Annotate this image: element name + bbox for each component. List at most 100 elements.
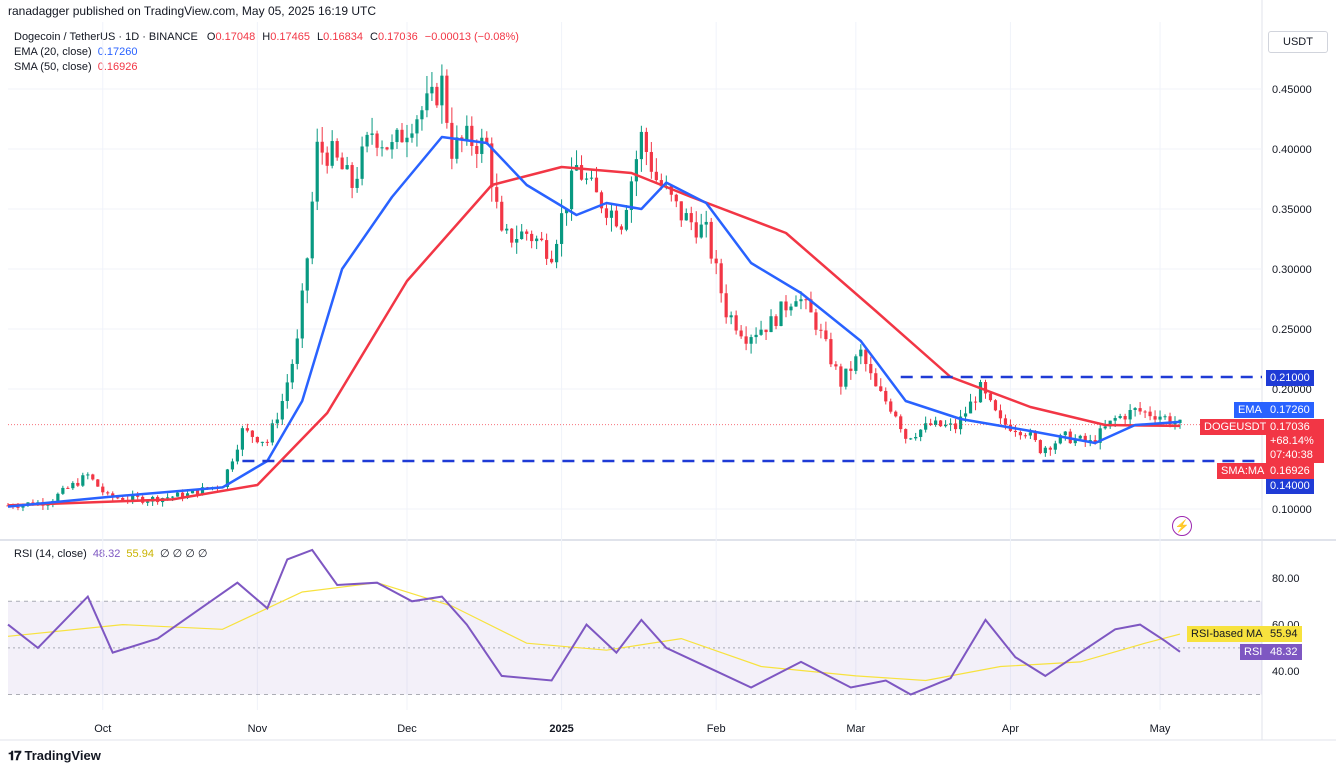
candle-body: [1078, 435, 1082, 439]
tradingview-logo[interactable]: 𝟏𝟕 TradingView: [8, 748, 101, 764]
candle-body: [719, 263, 723, 294]
candle-body: [455, 137, 459, 159]
candle-body: [854, 356, 858, 371]
candle-body: [400, 129, 404, 143]
candle-body: [195, 490, 200, 495]
candle-body: [310, 201, 314, 259]
candle-body: [1073, 438, 1077, 444]
open-label: O: [206, 31, 216, 43]
candle-body: [983, 382, 988, 394]
candle-body: [1048, 447, 1052, 450]
candle-body: [175, 492, 180, 497]
candle-body: [320, 141, 324, 153]
candle-body: [1093, 440, 1097, 443]
ema-legend-value: 0.17260: [97, 46, 138, 58]
candle-body: [265, 441, 269, 443]
last-price-value: 0.17036: [1270, 421, 1310, 433]
price-tick-label: 0.45000: [1272, 84, 1312, 96]
price-tick-label: 0.10000: [1272, 504, 1312, 516]
candle-body: [260, 441, 264, 443]
candle-body: [550, 258, 554, 263]
candle-body: [390, 142, 394, 150]
indicator-lines: [7, 135, 1181, 696]
sma-line: [7, 165, 1181, 507]
candle-body: [619, 226, 624, 230]
candle-body: [250, 430, 254, 437]
candle-body: [365, 134, 369, 147]
time-tick-label: 2025: [549, 723, 573, 735]
ema-legend[interactable]: EMA (20, close) 0.17260: [14, 46, 137, 58]
candle-body: [699, 224, 703, 238]
lightning-icon[interactable]: ⚡: [1172, 516, 1192, 536]
currency-button[interactable]: USDT: [1268, 31, 1328, 53]
candle-body: [914, 436, 918, 439]
candle-body: [764, 329, 768, 333]
candle-body: [360, 146, 364, 179]
candle-body: [1138, 408, 1142, 412]
candle-body: [704, 221, 708, 225]
rsi-band: [8, 600, 1262, 695]
candle-body: [480, 137, 484, 154]
candle-body: [963, 413, 968, 417]
candle-body: [530, 233, 534, 242]
candle-body: [689, 213, 693, 223]
candle-body: [1038, 440, 1042, 454]
candle-body: [61, 487, 65, 494]
ema-legend-label: EMA (20, close): [14, 46, 92, 58]
candle-body: [315, 141, 319, 202]
candle-body: [769, 316, 773, 333]
candle-body: [919, 429, 923, 437]
candle-body: [101, 486, 105, 493]
low-value: 0.16834: [323, 31, 363, 43]
rsi-ma-name-tag: RSI-based MA: [1187, 626, 1267, 642]
price-tick-label: 0.40000: [1272, 144, 1312, 156]
candle-body: [445, 75, 449, 123]
candle-body: [540, 238, 544, 241]
candle-body: [944, 424, 948, 427]
candle-body: [1178, 419, 1182, 423]
candle-body: [669, 186, 673, 195]
candle-body: [794, 301, 798, 307]
candle-body: [649, 152, 653, 172]
rsi-value-tag: 48.32: [1266, 644, 1302, 660]
price-tick-label: 0.25000: [1272, 324, 1312, 336]
sma-legend[interactable]: SMA (50, close) 0.16926: [14, 61, 137, 73]
candle-body: [849, 368, 853, 371]
candle-body: [899, 416, 903, 430]
candle-body: [410, 133, 414, 138]
last-price-pct: +68.14%: [1270, 435, 1314, 447]
candle-body: [879, 386, 883, 391]
candle-body: [1143, 411, 1147, 413]
candle-body: [245, 428, 249, 431]
candle-body: [1023, 435, 1027, 437]
candle-body: [909, 438, 913, 440]
candle-body: [116, 497, 120, 499]
symbol-title[interactable]: Dogecoin / TetherUS · 1D · BINANCE: [14, 31, 198, 43]
candle-body: [420, 110, 424, 120]
symbol-legend: Dogecoin / TetherUS · 1D · BINANCE O0.17…: [14, 31, 519, 43]
candle-body: [1168, 416, 1172, 425]
price-tick-label: 0.35000: [1272, 204, 1312, 216]
rsi-legend[interactable]: RSI (14, close) 48.32 55.94 ∅ ∅ ∅ ∅: [14, 547, 208, 560]
candle-body: [1043, 447, 1047, 454]
candle-body: [724, 293, 728, 318]
candle-body: [425, 93, 429, 111]
published-header: ranadagger published on TradingView.com,…: [8, 4, 377, 18]
sma-legend-label: SMA (50, close): [14, 61, 92, 73]
candle-body: [614, 210, 619, 227]
candle-body: [754, 334, 758, 338]
resistance-tag: 0.21000: [1266, 370, 1314, 386]
candle-body: [415, 119, 419, 134]
horizontal-levels[interactable]: [242, 375, 1262, 463]
candle-body: [180, 492, 185, 498]
candle-body: [81, 475, 85, 486]
candle-body: [170, 496, 175, 498]
candle-body: [485, 137, 489, 144]
candle-body: [380, 147, 384, 149]
candle-body: [290, 363, 294, 383]
rsi-name-tag: RSI: [1240, 644, 1267, 660]
time-tick-label: Mar: [846, 723, 865, 735]
ema-value-tag: 0.17260: [1266, 402, 1314, 418]
candle-body: [535, 238, 539, 242]
